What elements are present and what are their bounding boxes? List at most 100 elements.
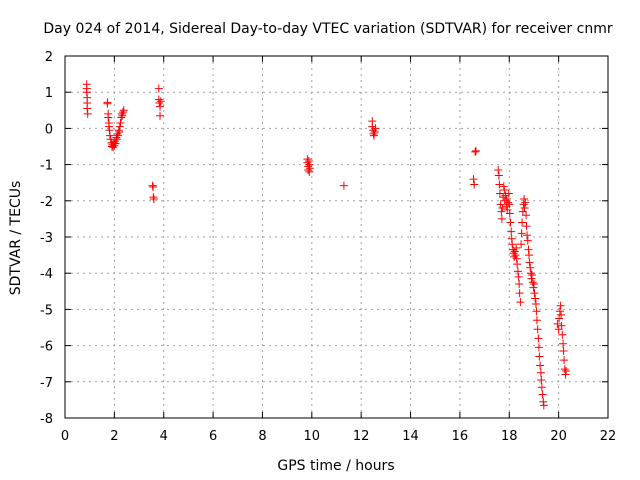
data-point — [83, 109, 92, 118]
data-point — [527, 271, 536, 280]
data-point — [528, 278, 537, 287]
data-point — [154, 84, 163, 93]
data-point — [530, 289, 539, 298]
data-point — [513, 267, 522, 276]
data-point — [497, 207, 506, 216]
data-point — [105, 131, 114, 140]
x-tick-label: 10 — [304, 429, 321, 444]
x-tick-label: 6 — [209, 429, 217, 444]
chart-title: Day 024 of 2014, Sidereal Day-to-day VTE… — [43, 21, 612, 37]
data-point — [560, 356, 569, 365]
y-tick-label: -3 — [40, 231, 53, 246]
y-tick-label: 0 — [45, 122, 53, 137]
data-point — [516, 298, 525, 307]
y-tick-label: -7 — [40, 376, 53, 391]
data-point — [470, 180, 479, 189]
data-point — [156, 102, 165, 111]
data-point — [518, 207, 527, 216]
data-point — [515, 289, 524, 298]
data-point — [118, 111, 127, 120]
data-point — [536, 361, 545, 370]
data-point — [521, 198, 530, 207]
y-tick-label: 1 — [45, 86, 53, 101]
data-point — [494, 166, 503, 175]
data-point — [536, 368, 545, 377]
data-point — [520, 204, 529, 213]
data-point — [368, 122, 377, 131]
data-point — [535, 352, 544, 361]
data-point — [560, 365, 569, 374]
data-point — [532, 316, 541, 325]
data-point — [469, 175, 478, 184]
data-point — [502, 194, 511, 203]
data-point — [115, 122, 124, 131]
data-point — [505, 200, 514, 209]
data-point — [531, 299, 540, 308]
data-point — [558, 330, 567, 339]
data-point — [500, 185, 509, 194]
data-point — [518, 218, 527, 227]
data-point — [534, 343, 543, 352]
data-point — [494, 171, 503, 180]
x-tick-label: 14 — [402, 429, 419, 444]
data-point — [156, 97, 165, 106]
data-point — [506, 218, 515, 227]
data-point — [156, 111, 165, 120]
data-point — [556, 301, 565, 310]
data-point — [517, 240, 526, 249]
data-point — [495, 180, 504, 189]
x-tick-label: 4 — [160, 429, 168, 444]
data-point — [507, 227, 516, 236]
x-tick-label: 2 — [110, 429, 118, 444]
data-point — [508, 240, 517, 249]
data-point — [532, 307, 541, 316]
data-point — [510, 247, 519, 256]
data-point — [500, 196, 509, 205]
data-point — [114, 131, 123, 140]
data-point — [495, 189, 504, 198]
data-point — [501, 191, 510, 200]
data-point — [538, 390, 547, 399]
data-point — [514, 272, 523, 281]
data-point — [555, 307, 564, 316]
x-axis-label: GPS time / hours — [277, 458, 394, 474]
data-points — [82, 80, 571, 410]
data-point — [522, 211, 531, 220]
y-tick-label: -4 — [40, 267, 53, 282]
x-tick-label: 8 — [258, 429, 266, 444]
data-point — [562, 366, 571, 375]
data-point — [523, 236, 532, 245]
y-tick-label: -1 — [40, 159, 53, 174]
grid-lines — [65, 56, 608, 418]
data-point — [505, 209, 514, 218]
data-point — [119, 106, 128, 115]
data-point — [471, 147, 480, 156]
data-point — [304, 166, 313, 175]
plot-frame — [64, 55, 609, 419]
data-point — [517, 229, 526, 238]
data-point — [370, 131, 379, 140]
data-point — [149, 194, 158, 203]
data-point — [534, 334, 543, 343]
data-point — [529, 280, 538, 289]
data-point — [504, 198, 513, 207]
data-point — [526, 263, 535, 272]
y-tick-label: -6 — [40, 340, 53, 355]
x-tick-label: 20 — [550, 429, 567, 444]
data-point — [520, 194, 529, 203]
data-point — [305, 164, 314, 173]
data-point — [513, 260, 522, 269]
data-point — [496, 200, 505, 209]
data-point — [539, 401, 548, 410]
data-point — [104, 113, 113, 122]
data-point — [119, 108, 128, 117]
y-tick-label: -8 — [40, 412, 53, 427]
data-point — [471, 146, 480, 155]
data-point — [508, 245, 517, 254]
data-point — [515, 280, 524, 289]
data-point — [371, 124, 380, 133]
data-point — [116, 118, 125, 127]
data-point — [511, 251, 520, 260]
